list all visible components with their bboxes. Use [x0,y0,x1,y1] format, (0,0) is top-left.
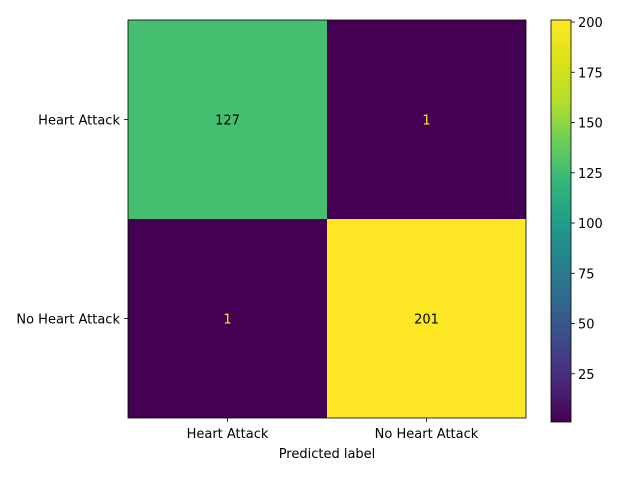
colorbar-frame [550,19,572,423]
cell-value-label: 1 [223,313,231,328]
x-tick-label: Heart Attack [187,427,269,442]
colorbar-tick-label: 125 [578,167,603,182]
y-axis: Heart Attack No Heart Attack [16,114,128,328]
x-axis-label: Predicted label [279,447,376,462]
cell-value-label: 201 [414,313,439,328]
colorbar-tick-label: 50 [578,318,595,333]
colorbar-tick-label: 75 [578,267,595,282]
cell-value-label: 1 [422,114,430,129]
plot-area: 127 1 1 201 [127,19,527,419]
colorbar-tick-label: 100 [578,217,603,232]
plot-frame [127,19,527,419]
heatmap-cell [327,219,526,418]
colorbar-gradient [551,20,571,422]
y-tick-label: No Heart Attack [16,313,120,328]
colorbar: 25 50 75 100 125 150 175 200 [550,16,603,423]
y-tick-label: Heart Attack [38,114,120,129]
colorbar-tick-label: 200 [578,16,603,31]
heatmap-cell [128,20,327,219]
x-axis: Heart Attack No Heart Attack [187,418,479,442]
x-tick-label: No Heart Attack [375,427,479,442]
cell-value-label: 127 [215,114,240,129]
heatmap-cell [327,20,526,219]
heatmap-cell [128,219,327,418]
colorbar-tick-label: 25 [578,368,595,383]
colorbar-tick-label: 150 [578,117,603,132]
colorbar-tick-label: 175 [578,66,603,81]
